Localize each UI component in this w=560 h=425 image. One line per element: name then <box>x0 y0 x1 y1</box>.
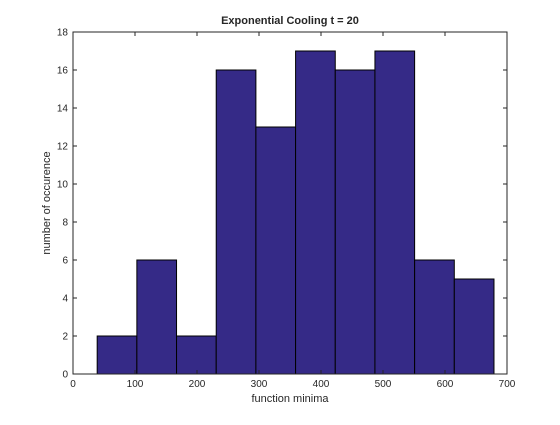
x-tick-label-5: 500 <box>375 379 392 390</box>
histogram-bar-7 <box>374 50 416 375</box>
x-tick-label-0: 0 <box>70 379 76 390</box>
y-tick-label-9: 18 <box>57 28 69 39</box>
histogram-bar-6 <box>334 69 376 375</box>
histogram-bar-4 <box>255 126 297 375</box>
histogram-bar-2 <box>176 335 217 375</box>
x-tick-label-2: 200 <box>189 379 206 390</box>
y-tick-label-4: 8 <box>62 218 68 229</box>
y-tick-label-2: 4 <box>62 294 68 305</box>
x-tick-label-1: 100 <box>127 379 144 390</box>
histogram-bar-1 <box>136 259 178 375</box>
x-tick-label-4: 400 <box>313 379 330 390</box>
chart-title: Exponential Cooling t = 20 <box>221 15 359 27</box>
bars-group <box>96 50 495 375</box>
y-tick-label-6: 12 <box>57 142 69 153</box>
y-tick-label-7: 14 <box>57 104 69 115</box>
x-tick-label-7: 700 <box>499 379 516 390</box>
axes-box <box>72 31 508 375</box>
y-tick-label-0: 0 <box>62 370 68 381</box>
y-tick-label-1: 2 <box>62 332 68 343</box>
histogram-bar-8 <box>414 259 455 375</box>
histogram-bar-9 <box>453 278 495 375</box>
y-tick-label-8: 16 <box>57 66 69 77</box>
histogram-bar-0 <box>96 335 138 375</box>
histogram-bar-3 <box>215 69 257 375</box>
x-tick-label-3: 300 <box>251 379 268 390</box>
x-axis-label: function minima <box>251 393 329 405</box>
histogram-bar-5 <box>295 50 336 375</box>
x-tick-label-6: 600 <box>437 379 454 390</box>
ticks-group: 0 100 200 300 400 500 600 700 0 2 4 6 8 10 12 14 16 18 <box>57 28 516 391</box>
y-axis-label: number of occurence <box>41 151 53 254</box>
y-tick-label-3: 6 <box>62 256 68 267</box>
y-tick-label-5: 10 <box>57 180 69 191</box>
